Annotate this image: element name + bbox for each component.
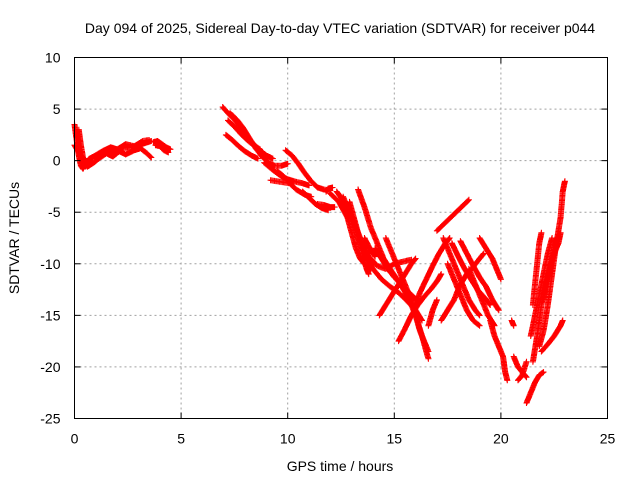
data-point-markers	[222, 131, 261, 162]
data-track	[75, 126, 153, 166]
data-track	[323, 184, 336, 195]
data-track	[222, 131, 261, 162]
data-track	[425, 296, 440, 329]
data-track	[476, 235, 504, 283]
data-point-markers	[433, 196, 472, 234]
plot-frame	[74, 57, 608, 419]
data-track	[487, 317, 511, 384]
data-track	[527, 235, 556, 339]
data-point-markers	[425, 296, 440, 329]
y-tick-label: -20	[40, 359, 60, 375]
data-track	[515, 358, 530, 384]
x-tick-label: 25	[600, 431, 616, 447]
data-track	[150, 138, 174, 153]
data-point-markers	[75, 126, 153, 166]
data-track	[508, 317, 517, 329]
data-point-markers	[529, 229, 545, 308]
data-track	[444, 260, 483, 329]
x-tick-label: 0	[71, 431, 79, 447]
y-tick-label: -10	[40, 256, 60, 272]
y-tick-label: 0	[53, 153, 61, 169]
data-point-markers	[476, 235, 504, 283]
data-point-markers	[540, 235, 560, 303]
y-tick-label: 10	[45, 50, 61, 66]
data-point-markers	[346, 198, 372, 278]
data-track	[314, 201, 338, 211]
data-track	[523, 369, 547, 406]
axis-ticks: 0 5 10 15 20 25 10 5 0 -5 -10 -15 -20 -25	[40, 50, 615, 447]
y-tick-label: -25	[40, 411, 60, 427]
data-point-markers	[382, 235, 432, 355]
data-track	[529, 229, 545, 308]
data-track	[382, 235, 432, 355]
data-point-markers	[523, 369, 547, 406]
data-point-markers	[227, 110, 291, 169]
data-point-markers	[152, 142, 172, 156]
data-point-markers	[282, 147, 334, 194]
data-point-markers	[527, 235, 556, 339]
y-tick-label: -15	[40, 307, 60, 323]
data-track	[538, 317, 566, 355]
data-point-markers	[150, 138, 174, 153]
grid	[74, 57, 608, 419]
data-track	[227, 110, 291, 169]
data-point-markers	[487, 317, 511, 384]
data-track	[152, 142, 172, 156]
data-point-markers	[444, 260, 483, 329]
data-track	[540, 235, 560, 303]
x-tick-label: 5	[177, 431, 185, 447]
x-tick-label: 15	[387, 431, 403, 447]
data-track	[361, 235, 379, 260]
data-track	[457, 238, 502, 314]
y-tick-label: 5	[53, 101, 61, 117]
data-point-markers	[361, 235, 379, 260]
data-point-markers	[508, 317, 517, 329]
data-track	[282, 147, 334, 194]
data-point-markers	[314, 201, 338, 211]
data-track	[433, 196, 472, 234]
y-axis-label: SDTVAR / TECUs	[6, 182, 22, 294]
data-point-markers	[457, 238, 502, 314]
x-tick-label: 10	[280, 431, 296, 447]
data-points	[71, 104, 568, 406]
data-track	[440, 235, 483, 319]
chart-title: Day 094 of 2025, Sidereal Day-to-day VTE…	[85, 20, 595, 36]
y-tick-label: -5	[48, 204, 61, 220]
data-point-markers	[440, 235, 483, 319]
data-track	[346, 198, 372, 278]
x-tick-label: 20	[493, 431, 509, 447]
x-axis-label: GPS time / hours	[287, 458, 394, 474]
data-point-markers	[323, 184, 336, 195]
data-point-markers	[538, 317, 566, 355]
data-point-markers	[515, 358, 530, 384]
